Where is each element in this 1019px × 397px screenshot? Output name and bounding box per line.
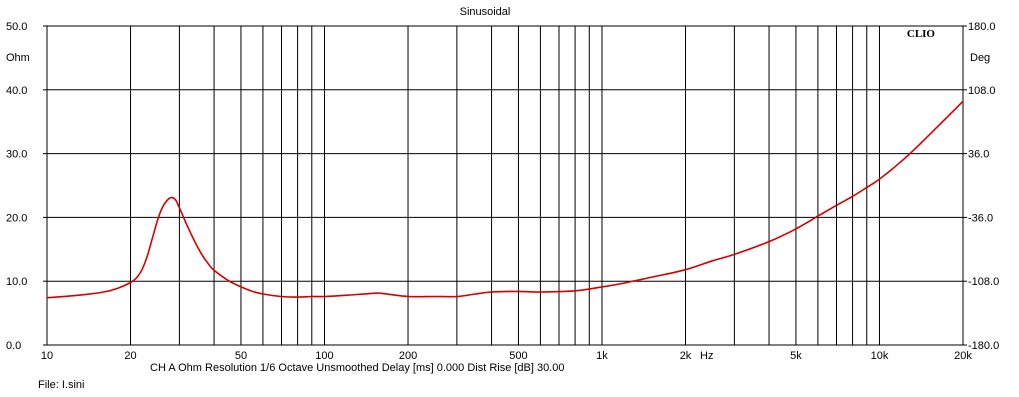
x-tick-label: 5k: [790, 350, 802, 362]
y-right-tick-label: 36.0: [968, 149, 989, 161]
y-left-tick-label: 10.0: [6, 276, 27, 288]
x-tick-label: 50: [235, 350, 247, 362]
measurement-info: CH A Ohm Resolution 1/6 Octave Unsmoothe…: [150, 362, 565, 374]
x-tick-label: 10: [41, 350, 53, 362]
x-tick-label: 10k: [871, 350, 889, 362]
y-right-tick-label: 108.0: [968, 85, 996, 97]
x-tick-label: 500: [509, 350, 527, 362]
impedance-curve: [46, 100, 964, 299]
chart-title: Sinusoidal: [460, 6, 511, 18]
x-tick-label: 100: [315, 350, 333, 362]
x-tick-label: 200: [399, 350, 417, 362]
x-tick-label: 2k: [680, 350, 692, 362]
y-right-tick-label: -180.0: [968, 340, 999, 352]
x-tick-label: 1k: [596, 350, 608, 362]
y-left-tick-label: 40.0: [6, 85, 27, 97]
y-left-unit: Ohm: [6, 52, 30, 64]
y-right-tick-label: 180.0: [968, 21, 996, 33]
y-right-tick-label: -108.0: [968, 276, 999, 288]
y-left-tick-label: 0.0: [6, 340, 21, 352]
grid: [47, 26, 963, 345]
axis-labels: 50.0 40.0 30.0 20.0 10.0 0.0 180.0 108.0 36.0 -36…: [6, 21, 999, 362]
y-left-tick-label: 50.0: [6, 21, 27, 33]
x-unit: Hz: [700, 350, 713, 362]
x-tick-label: 20: [124, 350, 136, 362]
x-tick-label: 20k: [954, 350, 972, 362]
y-right-unit: Deg: [970, 52, 990, 64]
y-left-tick-label: 20.0: [6, 212, 27, 224]
plot-frame: [46, 25, 964, 346]
file-label: File: I.sini: [38, 379, 85, 391]
brand-label: CLIO: [907, 28, 936, 40]
y-left-tick-label: 30.0: [6, 149, 27, 161]
y-right-tick-label: -36.0: [968, 212, 993, 224]
